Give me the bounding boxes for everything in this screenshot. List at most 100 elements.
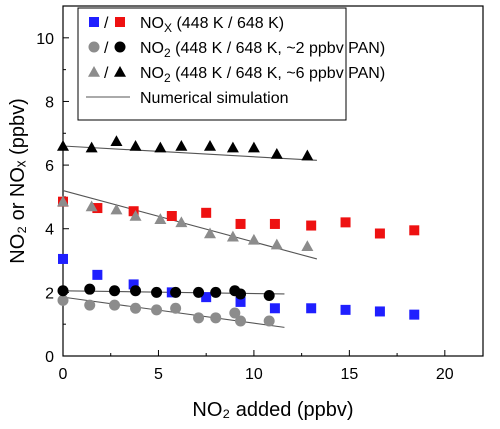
data-point-triangle	[57, 195, 69, 207]
simulation-lines	[62, 145, 318, 328]
data-point-triangle	[175, 140, 188, 151]
x-axis-label: NO₂ added (ppbv)	[192, 399, 353, 421]
data-point-square	[166, 211, 177, 221]
data-point-square	[128, 279, 139, 290]
legend-label-suffix: (448 K / 648 K, ~2 ppbv PAN)	[171, 40, 386, 57]
data-point-triangle	[154, 141, 167, 153]
legend-label-main: Numerical simulation	[140, 90, 289, 107]
data-point-square	[58, 253, 68, 264]
legend-label: Numerical simulation	[140, 90, 289, 107]
data-point-triangle	[226, 141, 239, 153]
data-points	[57, 135, 420, 327]
data-point-triangle	[129, 210, 142, 221]
data-point-triangle	[85, 141, 98, 153]
data-point-square	[409, 309, 420, 320]
legend-marker	[115, 17, 125, 27]
y-tick-label: 10	[36, 31, 54, 48]
data-point-triangle	[85, 200, 98, 212]
legend-label-main: NO	[140, 15, 164, 32]
data-point-triangle	[110, 135, 123, 147]
data-point-triangle	[247, 233, 260, 245]
legend-marker	[89, 17, 99, 27]
data-point-circle	[193, 286, 205, 298]
data-point-square	[128, 206, 139, 217]
y-tick-label: 4	[45, 222, 54, 239]
y-tick-label: 2	[45, 285, 54, 302]
data-point-triangle	[226, 230, 239, 242]
data-point-circle	[263, 315, 275, 327]
data-point-circle	[229, 307, 241, 319]
data-point-square	[201, 207, 212, 218]
data-point-triangle	[301, 240, 314, 252]
legend-label-main: NO	[140, 40, 164, 57]
data-point-triangle	[270, 238, 283, 250]
data-point-circle	[130, 285, 142, 297]
data-point-triangle	[204, 140, 216, 151]
legend-slash: /	[104, 15, 109, 32]
data-point-triangle	[204, 227, 216, 239]
data-point-square	[92, 269, 103, 280]
legend-label-subscript: 2	[164, 46, 171, 60]
data-point-triangle	[110, 203, 123, 215]
legend-label-suffix: (448 K / 648 K, ~6 ppbv PAN)	[171, 65, 386, 82]
legend-marker	[88, 66, 100, 77]
legend-marker	[114, 41, 126, 53]
legend-slash: /	[104, 65, 109, 82]
data-point-circle	[210, 312, 222, 324]
data-point-circle	[210, 286, 222, 298]
data-point-circle	[193, 312, 205, 324]
data-point-square	[92, 203, 103, 214]
data-point-square	[269, 303, 280, 314]
data-point-circle	[84, 283, 96, 295]
data-point-square	[409, 225, 420, 236]
data-point-square	[374, 306, 385, 317]
x-tick-label: 15	[340, 366, 358, 383]
legend-marker	[114, 66, 126, 77]
data-point-triangle	[175, 216, 188, 228]
x-tick-label: 20	[436, 366, 454, 383]
legend: / NOX (448 K / 648 K)/NO2 (448 K / 648 K,…	[77, 7, 385, 121]
data-point-triangle	[270, 147, 283, 159]
data-point-circle	[109, 285, 121, 297]
data-point-circle	[170, 302, 182, 314]
x-tick-label: 10	[245, 366, 263, 383]
plot-frame	[62, 5, 484, 357]
legend-label: NO2 (448 K / 648 K, ~6 ppbv PAN)	[140, 65, 385, 85]
data-point-triangle	[301, 149, 314, 161]
x-tick-label: 0	[59, 366, 68, 383]
y-axis-label: NO₂ or NOₓ (ppbv)	[7, 98, 29, 263]
data-point-square	[306, 220, 317, 231]
data-point-circle	[57, 294, 69, 306]
data-point-square	[235, 218, 246, 229]
data-point-square	[306, 303, 317, 314]
data-point-circle	[235, 288, 247, 300]
data-point-circle	[235, 315, 247, 327]
data-point-circle	[130, 302, 142, 314]
data-point-triangle	[129, 140, 142, 151]
data-point-square	[340, 304, 351, 315]
legend-label-main: NO	[140, 65, 164, 82]
data-point-square	[340, 217, 351, 228]
legend-label-suffix: (448 K / 648 K)	[172, 15, 284, 32]
x-tick-label: 5	[154, 366, 163, 383]
legend-label-subscript: 2	[164, 71, 171, 85]
data-point-triangle	[154, 213, 167, 224]
data-point-circle	[170, 286, 182, 298]
data-point-square	[374, 228, 385, 239]
y-tick-label: 6	[45, 158, 54, 175]
y-tick-label: 8	[45, 94, 54, 111]
data-point-square	[201, 292, 212, 303]
legend-slash: /	[104, 40, 109, 57]
axis-ticks: 0 5 10 15 20 0 2 4 6 8 10	[36, 31, 454, 383]
data-point-circle	[151, 286, 163, 298]
legend-label: NOX (448 K / 648 K)	[140, 15, 284, 35]
data-point-circle	[151, 304, 163, 316]
data-point-circle	[263, 290, 275, 302]
data-point-triangle	[247, 141, 260, 153]
data-point-square	[269, 218, 280, 229]
data-point-circle	[57, 285, 69, 297]
data-point-circle	[109, 299, 121, 311]
y-tick-label: 0	[45, 349, 54, 366]
legend-label: NO2 (448 K / 648 K, ~2 ppbv PAN)	[140, 40, 385, 60]
